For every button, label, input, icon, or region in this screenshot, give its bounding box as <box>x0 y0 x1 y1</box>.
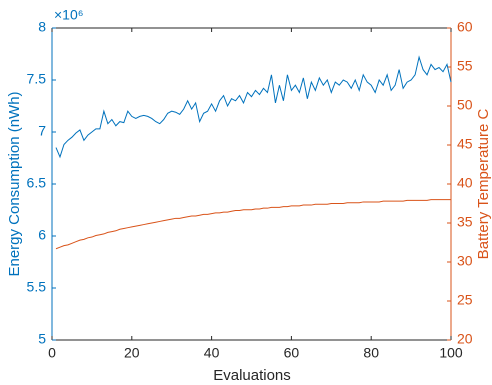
x-tick-label: 20 <box>124 345 140 361</box>
y-axis-label: Energy Consumption (nWh) <box>6 91 23 276</box>
y-tick-label: 7 <box>38 123 46 139</box>
x-tick-label: 80 <box>363 345 379 361</box>
y2-axis-label: Battery Temperature C <box>475 109 492 260</box>
x-tick-label: 0 <box>48 345 56 361</box>
y2-tick-label: 45 <box>457 136 473 152</box>
series-line <box>55 55 452 159</box>
x-tick-label: 40 <box>204 345 220 361</box>
series-line <box>55 199 451 250</box>
y2-tick-label: 20 <box>457 331 473 347</box>
y2-tick-label: 55 <box>457 58 473 74</box>
y-tick-label: 5.5 <box>27 279 47 295</box>
y-tick-label: 8 <box>38 19 46 35</box>
y-tick-label: 5 <box>38 331 46 347</box>
x-axis-label: Evaluations <box>213 367 291 384</box>
y-tick-label: 6.5 <box>27 175 47 191</box>
y2-tick-label: 50 <box>457 97 473 113</box>
y2-tick-label: 60 <box>457 19 473 35</box>
y2-tick-label: 25 <box>457 292 473 308</box>
y2-tick-label: 40 <box>457 175 473 191</box>
y-tick-label: 7.5 <box>27 71 47 87</box>
y-tick-label: 6 <box>38 227 46 243</box>
x-tick-label: 100 <box>439 345 463 361</box>
x-tick-label: 60 <box>284 345 300 361</box>
y2-tick-label: 30 <box>457 253 473 269</box>
y2-tick-label: 35 <box>457 214 473 230</box>
axis-multiplier: ×10⁶ <box>54 7 84 23</box>
